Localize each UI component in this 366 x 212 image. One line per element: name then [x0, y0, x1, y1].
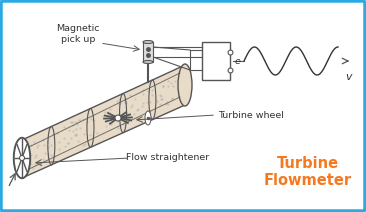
Ellipse shape	[178, 64, 192, 106]
Bar	[202, 42, 230, 80]
Text: e: e	[235, 57, 241, 66]
Polygon shape	[22, 65, 185, 178]
Text: v: v	[345, 72, 351, 82]
Circle shape	[19, 155, 25, 160]
Ellipse shape	[143, 40, 153, 43]
Ellipse shape	[145, 111, 151, 125]
Text: Turbine
Flowmeter: Turbine Flowmeter	[264, 156, 352, 188]
Text: Magnetic
pick up: Magnetic pick up	[56, 24, 100, 44]
Circle shape	[115, 115, 121, 121]
Ellipse shape	[143, 60, 153, 64]
Bar	[143, 42, 153, 62]
Ellipse shape	[14, 138, 30, 178]
Text: Flow straightener: Flow straightener	[126, 153, 210, 163]
Text: Turbine wheel: Turbine wheel	[218, 110, 284, 120]
